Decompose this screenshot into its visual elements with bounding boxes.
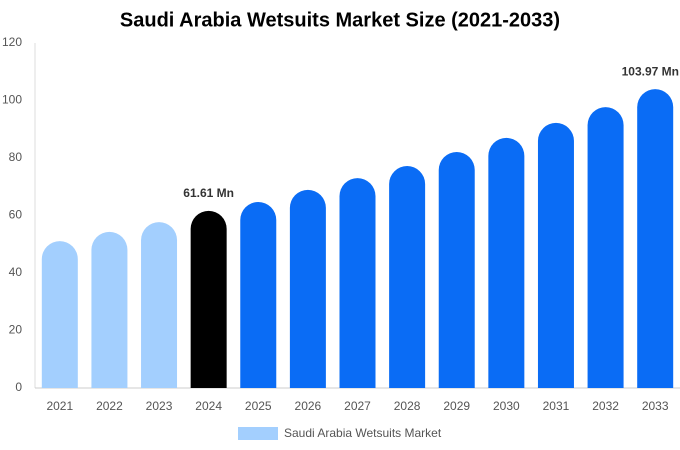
x-tick-label: 2023 (146, 399, 173, 413)
y-tick-label: 0 (15, 380, 22, 394)
y-tick-label: 120 (2, 35, 22, 49)
value-label: 61.61 Mn (183, 186, 234, 200)
x-tick-label: 2024 (195, 399, 222, 413)
x-tick-label: 2028 (394, 399, 421, 413)
bar (537, 122, 574, 389)
x-tick-label: 2030 (493, 399, 520, 413)
bar (289, 189, 326, 388)
y-tick-label: 60 (9, 208, 23, 222)
value-label: 103.97 Mn (622, 64, 679, 78)
bar (488, 137, 525, 388)
chart-title: Saudi Arabia Wetsuits Market Size (2021-… (120, 9, 560, 31)
bar (190, 210, 227, 388)
x-tick-label: 2022 (96, 399, 123, 413)
y-tick-label: 80 (9, 150, 23, 164)
legend-swatch (238, 427, 278, 440)
x-tick-label: 2032 (592, 399, 619, 413)
bar (141, 222, 178, 388)
y-tick-label: 20 (9, 323, 23, 337)
x-tick-label: 2025 (245, 399, 272, 413)
x-tick-label: 2029 (443, 399, 470, 413)
bar (41, 241, 78, 388)
bar (587, 107, 624, 389)
bar (339, 178, 376, 388)
bar (389, 166, 426, 388)
bar (240, 201, 277, 388)
bar (438, 151, 475, 388)
y-tick-label: 100 (2, 93, 22, 107)
x-tick-label: 2033 (642, 399, 669, 413)
bar (91, 231, 128, 388)
y-tick-label: 40 (9, 265, 23, 279)
x-tick-label: 2031 (543, 399, 570, 413)
legend-label: Saudi Arabia Wetsuits Market (284, 426, 442, 440)
x-tick-label: 2026 (295, 399, 322, 413)
x-tick-label: 2027 (344, 399, 371, 413)
x-tick-label: 2021 (46, 399, 73, 413)
bar (637, 89, 674, 389)
